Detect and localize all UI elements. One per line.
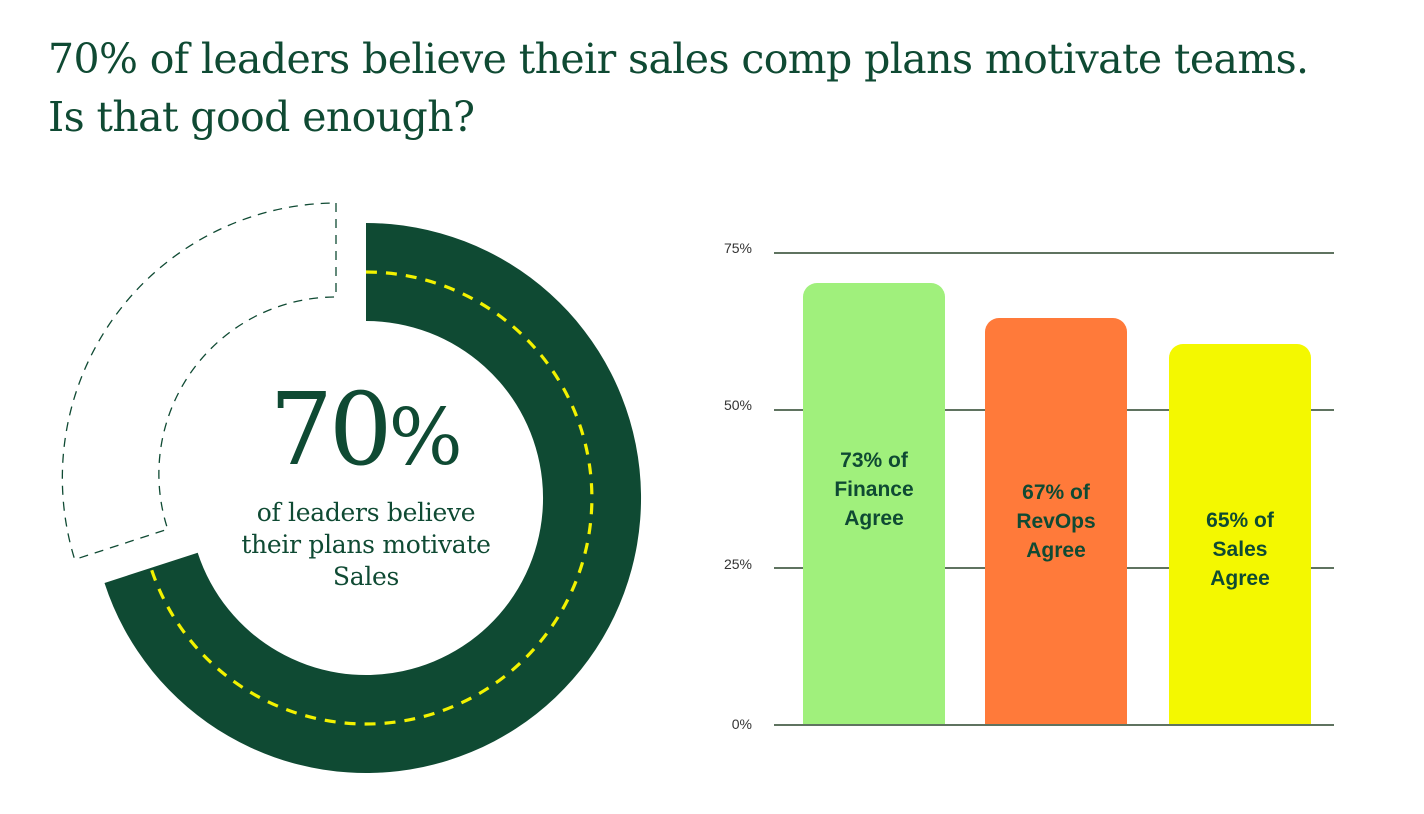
y-tick-label: 0% [731, 716, 752, 732]
bar-revops: 67% of RevOps Agree [985, 318, 1127, 725]
donut-caption-line: of leaders believe [256, 498, 476, 527]
donut-graphic [61, 202, 642, 773]
donut-caption: of leaders believe their plans motivate … [196, 497, 536, 593]
y-tick-label: 75% [723, 240, 752, 256]
title-line-2: Is that good enough? [48, 93, 475, 141]
y-tick-label: 25% [723, 556, 752, 572]
bar-chart: 75% 50% 25% 0% 73% of Finance Agree 67% … [700, 230, 1360, 750]
donut-filled-arc [104, 223, 642, 773]
bar-label-finance: 73% of Finance Agree [834, 448, 914, 530]
bar-finance: 73% of Finance Agree [803, 283, 945, 725]
donut-chart: 70% of leaders believe their plans motiv… [0, 180, 680, 800]
donut-center-label: 70% of leaders believe their plans motiv… [196, 375, 536, 593]
y-tick-label: 50% [723, 397, 752, 413]
donut-caption-line: Sales [332, 562, 400, 591]
donut-caption-line: their plans motivate [241, 530, 491, 559]
bar-label-sales: 65% of Sales Agree [1206, 509, 1274, 590]
page-title: 70% of leaders believe their sales comp … [48, 30, 1418, 146]
donut-percentage-number: 70 [269, 371, 392, 488]
donut-percentage: 70% [196, 375, 536, 493]
gridline-75 [774, 252, 1334, 254]
donut-remaining-outline [61, 202, 337, 561]
donut-percentage-sign: % [388, 393, 463, 483]
bar-label-revops: 67% of RevOps Agree [1016, 481, 1096, 562]
bar-sales: 65% of Sales Agree [1169, 344, 1311, 725]
baseline-0 [774, 724, 1334, 726]
title-line-1: 70% of leaders believe their sales comp … [48, 35, 1309, 83]
